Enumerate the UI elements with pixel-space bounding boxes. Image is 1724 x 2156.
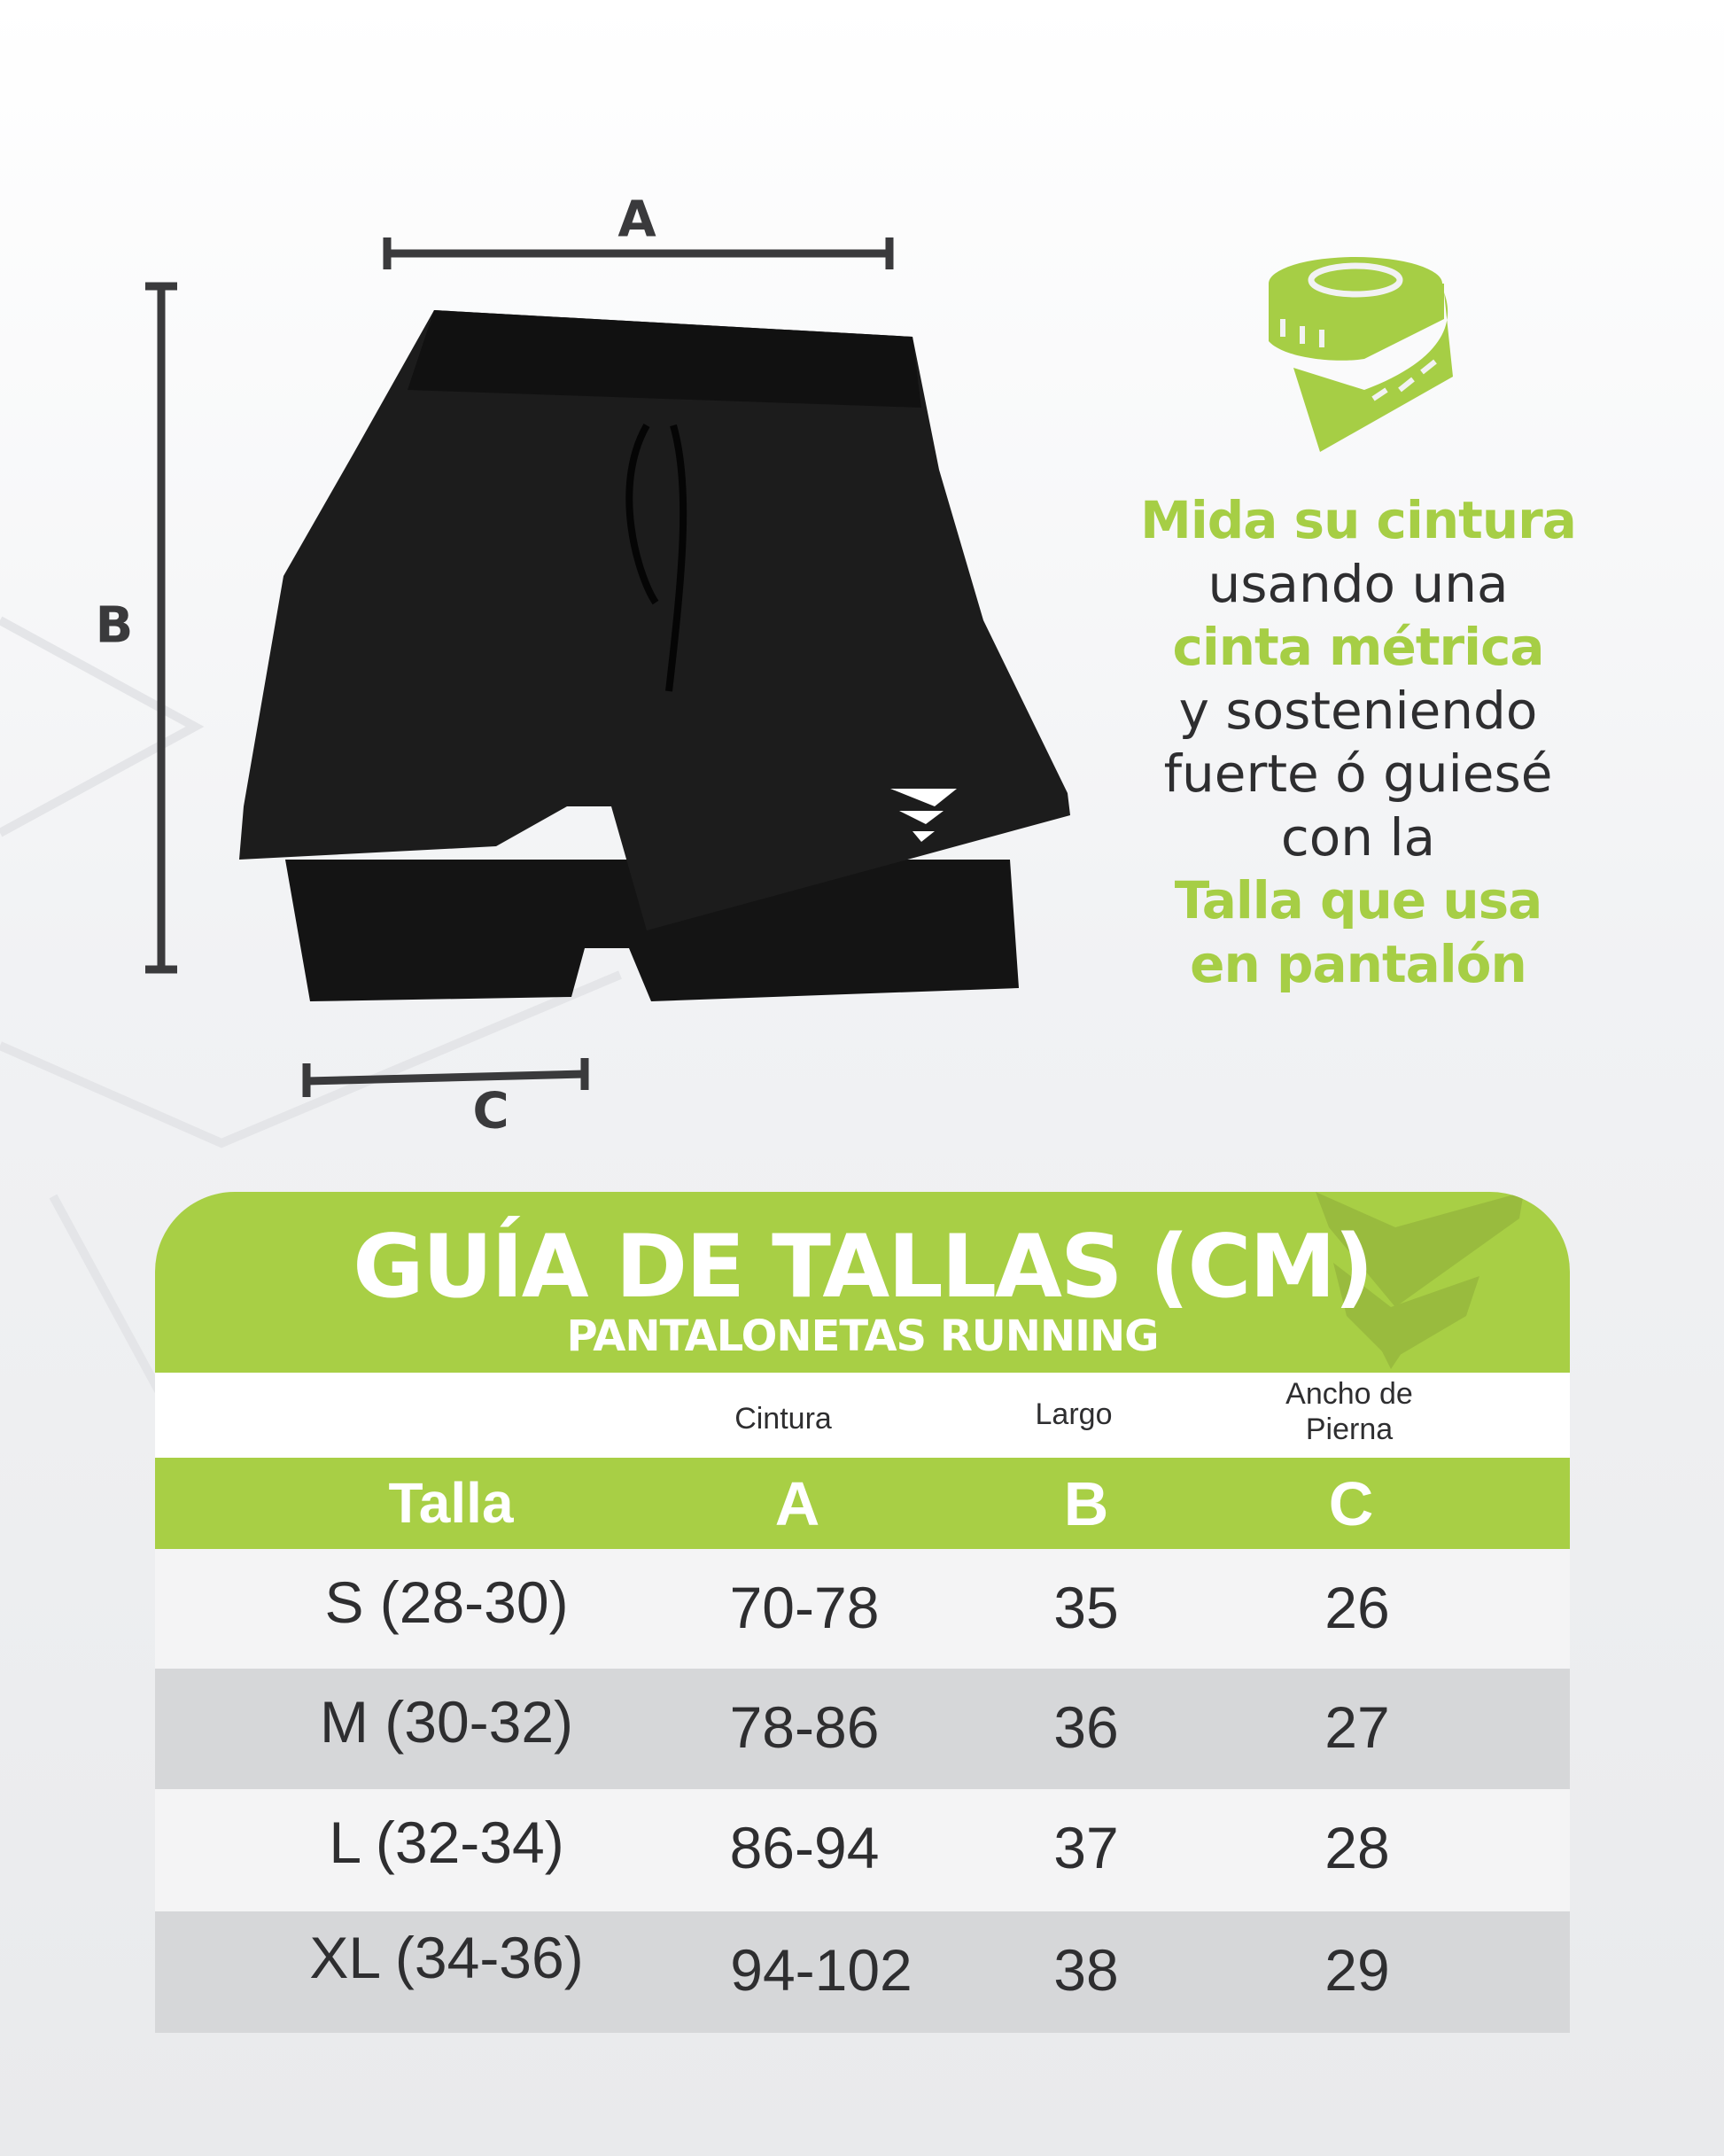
measuring-tape-icon <box>1269 257 1453 452</box>
size-cell: XL (34-36) <box>309 1925 584 1990</box>
table-row: M (30-32) 78-86 36 27 <box>155 1669 1570 1789</box>
length-cell: 38 <box>1053 1937 1119 2003</box>
leg-width-cell: 29 <box>1324 1937 1390 2003</box>
length-cell: 35 <box>1053 1575 1119 1640</box>
measurement-instructions: Mida su cintura usando una cinta métrica… <box>1092 489 1624 996</box>
column-label-ancho: Ancho de Pierna <box>1285 1377 1413 1446</box>
column-header-b: B <box>1063 1469 1109 1538</box>
waist-cell: 86-94 <box>729 1815 880 1880</box>
dimension-a-label: A <box>617 191 656 249</box>
info-line: usando una <box>1208 553 1509 614</box>
info-line: cinta métrica <box>1172 617 1544 677</box>
column-header-talla: Talla <box>388 1471 514 1535</box>
column-label-cintura: Cintura <box>734 1402 832 1436</box>
info-line: fuerte ó guiesé <box>1163 743 1553 804</box>
leg-width-cell: 27 <box>1324 1694 1390 1760</box>
info-line: Mida su cintura <box>1140 490 1577 550</box>
brand-logo-icon <box>890 789 957 842</box>
length-cell: 37 <box>1053 1815 1119 1880</box>
table-title: GUÍA DE TALLAS (CM) <box>353 1217 1373 1318</box>
waist-cell: 70-78 <box>729 1575 880 1640</box>
dimension-b-label: B <box>95 596 134 655</box>
info-line: Talla que usa <box>1174 870 1543 930</box>
column-letter-row: Talla A B C <box>155 1458 1570 1549</box>
info-line: y sosteniendo <box>1178 680 1538 741</box>
table-row: S (28-30) 70-78 35 26 <box>155 1549 1570 1669</box>
chevron-decoration-icon <box>1316 1192 1524 1369</box>
column-label-row: Cintura Largo Ancho de Pierna <box>155 1373 1570 1458</box>
table-subtitle: PANTALONETAS RUNNING <box>566 1312 1159 1361</box>
column-header-a: A <box>774 1469 820 1538</box>
leg-width-cell: 28 <box>1324 1815 1390 1880</box>
column-label-largo: Largo <box>1035 1397 1113 1431</box>
dimension-lines <box>145 237 894 1097</box>
info-line: con la <box>1280 806 1436 868</box>
dimension-c-line <box>306 1070 586 1086</box>
waist-cell: 94-102 <box>730 1937 912 2003</box>
length-cell: 36 <box>1053 1694 1119 1760</box>
shorts-image <box>239 310 1070 1001</box>
dimension-c-label: C <box>472 1082 509 1140</box>
table-row: L (32-34) 86-94 37 28 <box>155 1789 1570 1911</box>
info-line: en pantalón <box>1190 933 1527 994</box>
column-header-c: C <box>1328 1469 1374 1538</box>
table-row: XL (34-36) 94-102 38 29 <box>155 1911 1570 2033</box>
table-header: GUÍA DE TALLAS (CM) PANTALONETAS RUNNING <box>155 1192 1570 1373</box>
size-cell: S (28-30) <box>324 1569 569 1635</box>
size-cell: M (30-32) <box>319 1689 574 1755</box>
leg-width-cell: 26 <box>1324 1575 1390 1640</box>
waist-cell: 78-86 <box>729 1694 880 1760</box>
size-cell: L (32-34) <box>329 1810 564 1875</box>
size-chart-table: GUÍA DE TALLAS (CM) PANTALONETAS RUNNING… <box>155 1192 1570 2033</box>
